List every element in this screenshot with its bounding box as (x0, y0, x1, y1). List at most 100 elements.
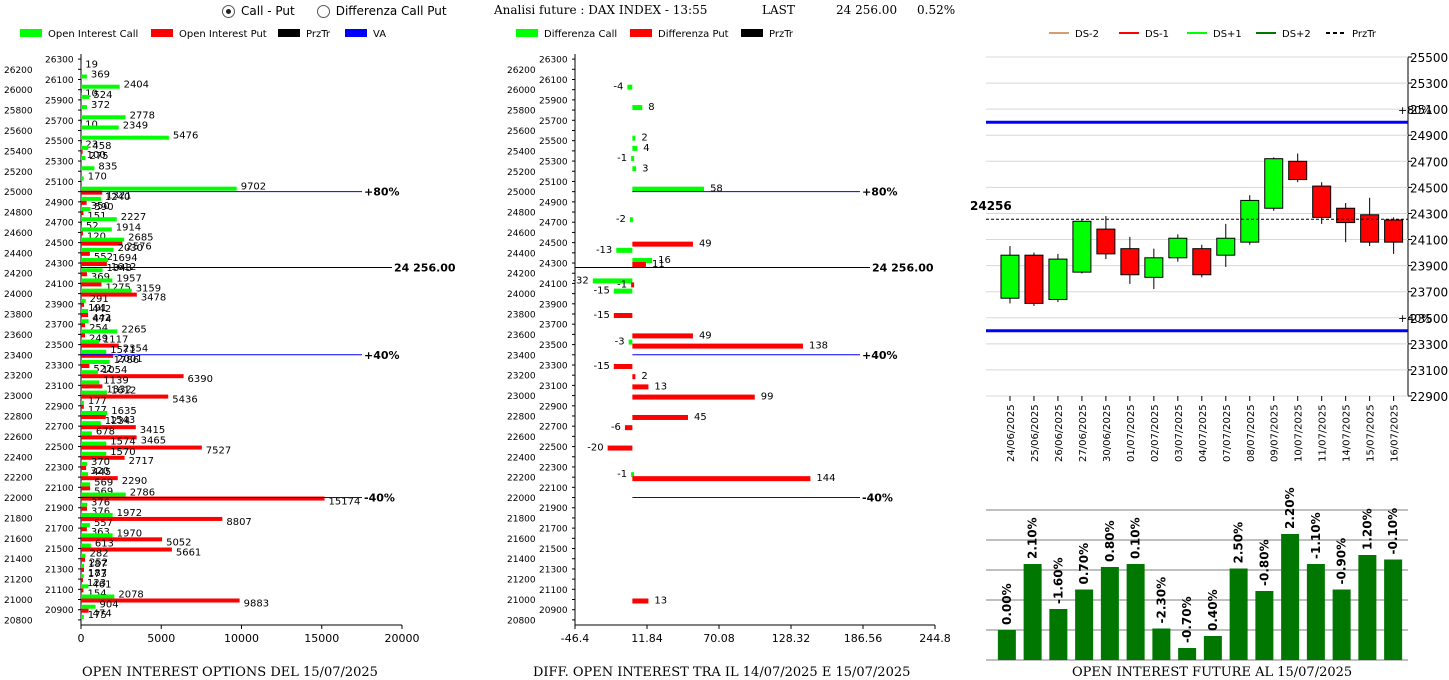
future-x-tick-label: 01/07/2025 (1126, 404, 1137, 462)
oi-put-bar (81, 302, 85, 307)
oi-call-bar (81, 298, 86, 303)
oi-call-bar (81, 278, 113, 283)
oi-y-tick-label: 23500 (45, 341, 74, 351)
oi-put-bar (81, 547, 172, 552)
oi-call-bar (81, 349, 107, 354)
diff-y-tick-label: 25500 (539, 137, 568, 147)
oi-put-value-label: 2290 (122, 476, 147, 487)
oi-y-tick-label: 24700 (45, 219, 74, 229)
last-label: LAST (762, 3, 795, 17)
diff-y-tick-label: 21600 (507, 535, 536, 545)
oi-future-bar-label: 0.80% (1103, 520, 1117, 562)
oi-call-bar (81, 319, 89, 324)
future-lower-level-label: +40% (1398, 312, 1432, 325)
oi-call-bar (81, 74, 87, 79)
oi-put-bar (81, 506, 88, 511)
future-x-tick-label: 26/06/2025 (1054, 404, 1065, 462)
candle-body (1360, 214, 1380, 243)
oi-call-value-label: 369 (91, 69, 110, 80)
future-legend-1-label: DS-1 (1145, 29, 1169, 40)
oi-call-value-label: 2227 (121, 212, 146, 223)
radio-call-put[interactable] (222, 4, 235, 18)
diff-call-bar (613, 288, 633, 294)
oi-call-bar (81, 125, 119, 130)
diff-call-bar-label: -3 (615, 337, 625, 348)
oi-future-bar (997, 630, 1016, 660)
future-y-tick-label: 25500 (1410, 51, 1448, 65)
radio-call-put-label[interactable]: Call - Put (241, 4, 295, 18)
diff-call-bar (632, 166, 637, 172)
oi-legend-2-label: PrzTr (306, 29, 331, 40)
future-x-tick-label: 04/07/2025 (1198, 404, 1209, 462)
oi-call-bar (81, 594, 115, 599)
diff-y-tick-label: 25700 (539, 117, 568, 127)
oi-put-value-label: 3415 (140, 425, 165, 436)
diff-put-bar (632, 598, 649, 604)
oi-call-bar (81, 156, 86, 161)
oi-call-bar (81, 482, 91, 487)
diff-put-bar (631, 282, 635, 288)
diff-y-tick-label: 24500 (539, 239, 568, 249)
diff-call-bar-label: 3 (642, 163, 648, 174)
oi-y-tick-label: 24100 (45, 280, 74, 290)
radio-differenza[interactable] (316, 4, 330, 18)
oi-call-bar (81, 186, 237, 191)
oi-call-bar (81, 115, 126, 120)
candle-body (1048, 258, 1068, 301)
future-x-tick-label: 25/06/2025 (1030, 404, 1041, 462)
oi-y-tick-label: 23900 (45, 300, 74, 310)
diff-y-tick-label: 25100 (539, 178, 568, 188)
future-x-tick-label: 27/06/2025 (1078, 404, 1089, 462)
oi-future-bar-label: 0.70% (1077, 543, 1091, 585)
diff-put-bar-label: -20 (587, 443, 603, 454)
oi-put-value-label: 100 (87, 150, 106, 161)
oi-call-value-label: 2685 (128, 233, 153, 244)
oi-y-tick-label: 21400 (4, 555, 33, 565)
oi-put-value-label: 369 (91, 272, 110, 283)
oi-put-value-label: 252 (89, 558, 108, 569)
diff-call-bar-label: 58 (710, 184, 723, 195)
oi-call-bar (81, 380, 100, 385)
oi-y-tick-label: 22000 (4, 494, 33, 504)
diff-put-bar-label: -15 (593, 310, 609, 321)
diff-x-tick-label: 70.08 (703, 632, 735, 645)
header-title: Analisi future : DAX INDEX - 13:55 (494, 3, 708, 17)
diff-legend-0-swatch (516, 29, 538, 37)
oi-put-bar (81, 221, 82, 226)
diff-y-tick-label: 23700 (539, 321, 568, 331)
oi-call-value-label: 1570 (110, 447, 135, 458)
oi-put-value-label: 15174 (329, 497, 361, 508)
future-y-tick-label: 24700 (1410, 155, 1448, 169)
diff-legend-1-swatch (630, 29, 652, 37)
oi-y-tick-label: 21500 (45, 545, 74, 555)
oi-put-bar (81, 476, 118, 481)
diff-put-bar-label: 99 (761, 392, 774, 403)
diff-legend-2-label: PrzTr (769, 29, 794, 40)
diff-y-tick-label: 23100 (539, 382, 568, 392)
radio-differenza-label[interactable]: Differenza Call Put (335, 4, 447, 18)
oi-call-value-label: 1786 (114, 355, 139, 366)
oi-y-tick-label: 26100 (45, 76, 74, 86)
oi-y-tick-label: 22400 (4, 453, 33, 463)
oi-y-tick-label: 22600 (4, 433, 33, 443)
oi-put-bar (81, 465, 87, 470)
oi-put-bar (81, 455, 125, 460)
diff-call-bar-label: 2 (641, 133, 647, 144)
oi-future-bar-label: -2.30% (1154, 577, 1168, 624)
future-x-tick-label: 15/07/2025 (1366, 404, 1377, 462)
oi-future-bar (1281, 534, 1300, 660)
oi-call-value-label: 177 (88, 396, 107, 407)
diff-x-tick-label: 244.8 (919, 632, 951, 645)
oi-y-tick-label: 21900 (45, 504, 74, 514)
diff-put-bar (613, 363, 633, 369)
oi-put-bar (81, 608, 89, 613)
diff-ref-label: -40% (862, 492, 893, 505)
oi-put-value-label: 363 (91, 527, 110, 538)
oi-put-value-label: 187 (88, 568, 107, 579)
diff-put-bar (632, 374, 636, 380)
oi-put-value-label: 177 (88, 405, 107, 416)
oi-future-bar (1203, 636, 1222, 660)
change-value: 0.52% (917, 3, 956, 17)
oi-call-bar (81, 309, 89, 314)
diff-y-tick-label: 20800 (507, 616, 536, 626)
